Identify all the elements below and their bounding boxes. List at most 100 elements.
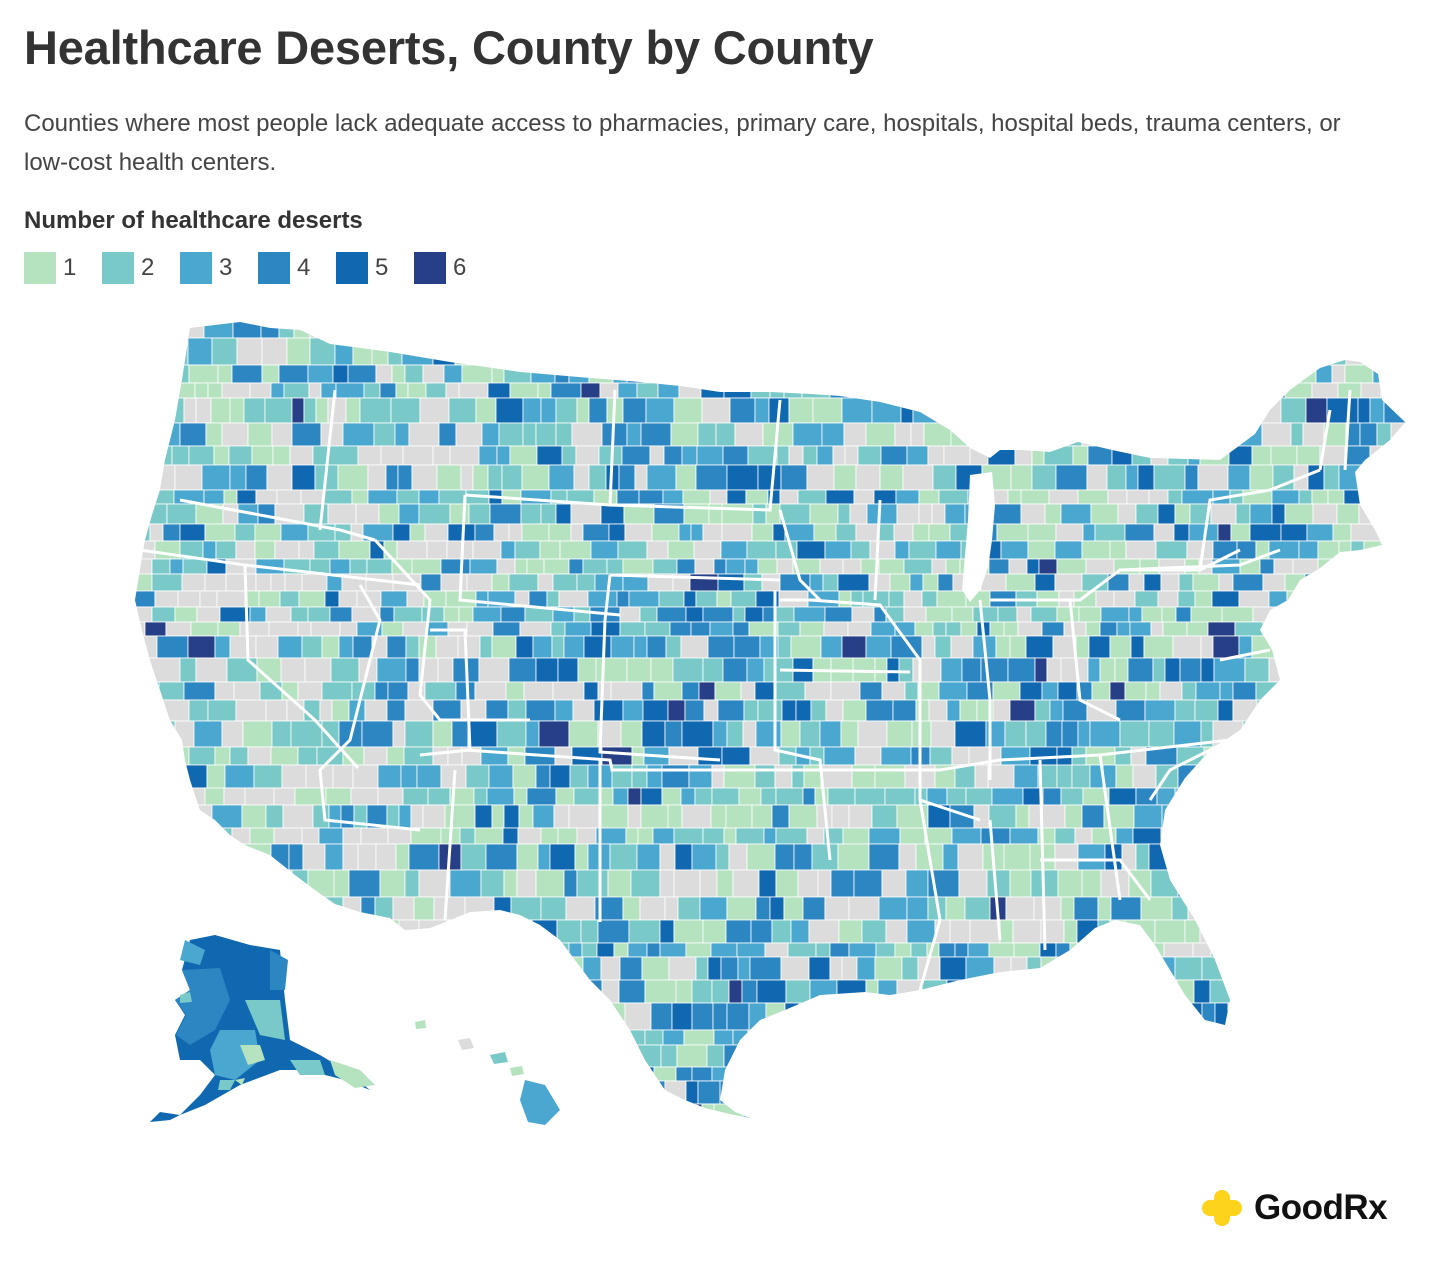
- county-cell: [152, 337, 172, 366]
- county-cell: [755, 1066, 785, 1082]
- county-cell: [531, 919, 558, 944]
- county-cell: [842, 558, 862, 575]
- hawaii: [415, 1020, 560, 1125]
- county-cell: [869, 540, 896, 560]
- county-cell: [418, 489, 440, 505]
- county-cell: [787, 942, 817, 958]
- county-cell: [808, 956, 831, 981]
- county-cell: [135, 322, 149, 339]
- county-cell: [723, 764, 756, 789]
- county-cell: [1095, 590, 1115, 608]
- county-cell: [291, 397, 305, 424]
- county-cell: [342, 422, 375, 447]
- county-cell: [1351, 621, 1382, 637]
- county-cell: [386, 746, 405, 766]
- county-cell: [794, 1103, 813, 1118]
- county-cell: [1384, 699, 1405, 722]
- county-cell: [1055, 956, 1071, 981]
- county-cell: [425, 382, 447, 399]
- county-cell: [1374, 746, 1398, 766]
- county-cell: [1100, 979, 1130, 1004]
- county-cell: [946, 979, 971, 1004]
- county-cell: [1001, 422, 1029, 447]
- county-cell: [732, 621, 750, 637]
- legend-swatch: [336, 252, 368, 284]
- county-cell: [405, 635, 420, 659]
- county-cell: [747, 1029, 778, 1046]
- county-cell: [924, 827, 953, 845]
- county-cell: [661, 764, 690, 789]
- county-cell: [265, 699, 288, 722]
- county-cell: [1275, 606, 1297, 623]
- county-cell: [282, 804, 314, 829]
- county-cell: [903, 337, 919, 366]
- county-cell: [1104, 322, 1133, 339]
- county-cell: [1081, 804, 1105, 829]
- county-cell: [946, 1044, 974, 1068]
- county-cell: [1065, 364, 1091, 384]
- county-cell: [1020, 489, 1050, 505]
- county-cell: [342, 843, 359, 871]
- county-cell: [1141, 606, 1163, 623]
- county-cell: [360, 827, 389, 845]
- county-cell: [598, 804, 629, 829]
- county-cell: [936, 590, 967, 608]
- county-cell: [307, 364, 334, 384]
- county-cell: [404, 720, 434, 748]
- page-subtitle: Counties where most people lack adequate…: [24, 110, 1341, 176]
- county-cell: [308, 382, 322, 399]
- county-cell: [366, 1029, 383, 1046]
- county-cell: [702, 523, 723, 542]
- county-cell: [496, 720, 527, 748]
- county-cell: [903, 558, 933, 575]
- county-cell: [875, 942, 896, 958]
- county-cell: [808, 1066, 828, 1082]
- county-cell: [557, 979, 574, 1004]
- county-cell: [1137, 464, 1155, 491]
- county-cell: [777, 1080, 799, 1105]
- county-cell: [239, 896, 272, 921]
- county-cell: [1192, 942, 1212, 958]
- county-cell: [666, 322, 687, 339]
- county-cell: [151, 956, 177, 981]
- county-cell: [135, 956, 153, 981]
- county-cell: [986, 337, 1008, 366]
- county-cell: [650, 1002, 673, 1031]
- legend-label: 2: [141, 254, 155, 281]
- county-cell: [1277, 919, 1303, 944]
- county-cell: [402, 787, 429, 806]
- county-cell: [1195, 843, 1221, 871]
- county-cell: [600, 956, 621, 981]
- county-cell: [780, 956, 810, 981]
- county-cell: [548, 523, 572, 542]
- county-cell: [1163, 942, 1194, 958]
- county-cell: [582, 523, 610, 542]
- county-cell: [576, 827, 597, 845]
- county-cell: [716, 590, 732, 608]
- county-cell: [713, 1029, 734, 1046]
- county-cell: [279, 590, 300, 608]
- county-cell: [422, 364, 445, 384]
- county-cell: [1230, 523, 1251, 542]
- county-cell: [1344, 364, 1374, 384]
- county-cell: [1228, 1080, 1258, 1105]
- county-cell: [710, 804, 727, 829]
- county-cell: [488, 764, 514, 789]
- county-cell: [293, 1029, 313, 1046]
- county-cell: [506, 979, 528, 1004]
- county-cell: [593, 489, 618, 505]
- county-cell: [188, 445, 215, 466]
- county-cell: [514, 558, 528, 575]
- county-cell: [391, 364, 406, 384]
- county-cell: [1380, 540, 1405, 560]
- county-cell: [535, 869, 565, 898]
- county-cell: [1125, 464, 1139, 491]
- county-cell: [413, 896, 435, 921]
- county-cell: [622, 558, 654, 575]
- county-cell: [1262, 621, 1283, 637]
- county-cell: [1398, 1103, 1405, 1118]
- county-cell: [1219, 681, 1234, 701]
- county-cell: [1338, 956, 1357, 981]
- county-cell: [1367, 1066, 1381, 1082]
- county-cell: [564, 621, 592, 637]
